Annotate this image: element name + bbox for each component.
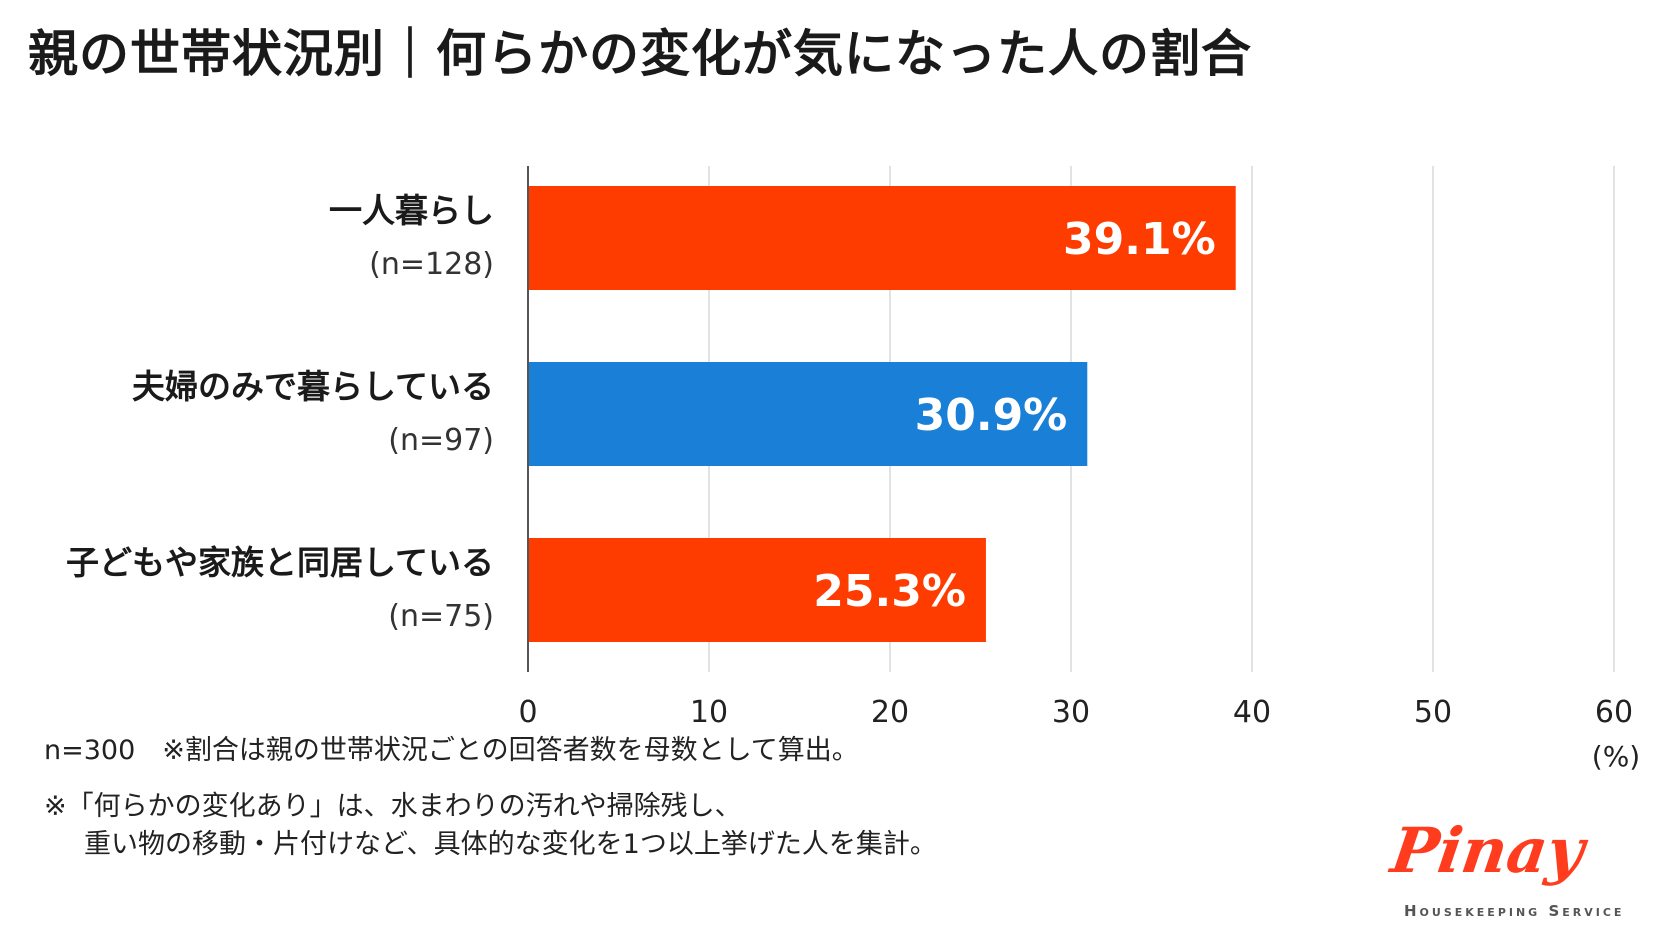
logo-subtitle: Housekeeping Service bbox=[1404, 902, 1625, 920]
chart-title: 親の世帯状況別｜何らかの変化が気になった人の割合 bbox=[28, 25, 1252, 83]
category-label: 子どもや家族と同居している bbox=[66, 543, 494, 582]
bar bbox=[528, 186, 1236, 290]
footnote-3: 重い物の移動・片付けなど、具体的な変化を1つ以上挙げた人を集計。 bbox=[84, 829, 937, 860]
footnote-2: ※「何らかの変化あり」は、水まわりの汚れや掃除残し、 bbox=[44, 791, 742, 822]
bar-value-label: 39.1% bbox=[1063, 214, 1216, 265]
x-tick-label: 10 bbox=[690, 695, 728, 730]
bar bbox=[528, 538, 986, 642]
bar bbox=[528, 362, 1088, 466]
logo-wordmark: Pinay bbox=[1386, 814, 1589, 887]
x-tick-label: 30 bbox=[1052, 695, 1090, 730]
bars: 39.1% 30.9% 25.3% bbox=[528, 186, 1236, 642]
category-n-label: (n=75) bbox=[388, 599, 494, 634]
category-label: 一人暮らし bbox=[329, 191, 494, 230]
x-tick-label: 40 bbox=[1233, 695, 1271, 730]
x-tick-label: 0 bbox=[518, 695, 537, 730]
x-tick-label: 20 bbox=[871, 695, 909, 730]
x-tick-label: 60 bbox=[1595, 695, 1633, 730]
category-n-label: (n=97) bbox=[388, 423, 494, 458]
x-unit-label: (%) bbox=[1592, 740, 1640, 773]
bar-value-label: 25.3% bbox=[813, 566, 966, 617]
pinay-logo: Pinay Housekeeping Service bbox=[1384, 814, 1622, 924]
category-labels: 一人暮らし (n=128) 夫婦のみで暮らしている (n=97) 子どもや家族と同居して… bbox=[66, 191, 494, 634]
bar-value-label: 30.9% bbox=[915, 390, 1068, 441]
footnote-1: n=300 ※割合は親の世帯状況ごとの回答者数を母数として算出。 bbox=[44, 735, 859, 766]
category-label: 夫婦のみで暮らしている bbox=[132, 367, 494, 406]
x-tick-label: 50 bbox=[1414, 695, 1452, 730]
x-tick-labels: 0 10 20 30 40 50 60 bbox=[518, 695, 1633, 730]
category-n-label: (n=128) bbox=[369, 247, 494, 282]
